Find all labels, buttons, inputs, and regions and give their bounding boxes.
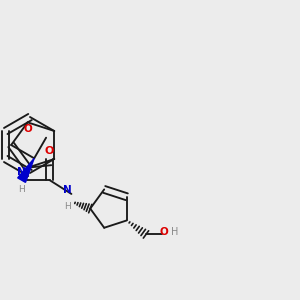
Text: H: H — [64, 202, 71, 211]
Text: H: H — [171, 227, 178, 237]
Text: N: N — [17, 167, 26, 177]
Text: O: O — [45, 146, 54, 156]
Polygon shape — [18, 158, 34, 182]
Text: N: N — [63, 185, 72, 195]
Text: H: H — [18, 184, 25, 194]
Text: O: O — [23, 124, 32, 134]
Text: O: O — [160, 227, 168, 237]
